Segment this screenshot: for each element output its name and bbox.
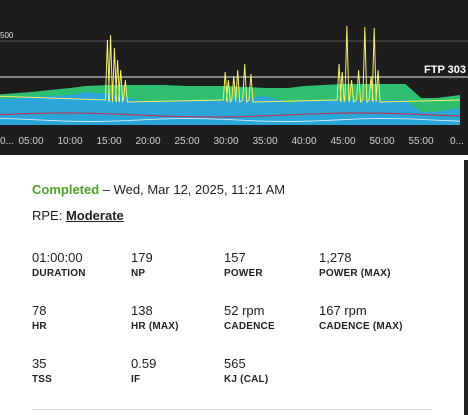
x-tick-label: 10:00 [57, 136, 83, 147]
x-tick-label: 0... [450, 136, 464, 147]
power-line [0, 25, 461, 104]
status-line: Completed – Wed, Mar 12, 2025, 11:21 AM [32, 182, 452, 198]
metric-tss: 35 TSS [32, 356, 142, 385]
x-axis: 0... 05:00 10:00 15:00 20:00 25:00 30:00 35:00 4… [0, 136, 468, 148]
metric-cadence-max: 167 rpm CADENCE (MAX) [319, 303, 429, 332]
scrollbar[interactable] [464, 160, 468, 415]
rpe-label: RPE: [32, 208, 66, 223]
metric-value: 179 [131, 250, 153, 265]
metric-label: TSS [32, 374, 53, 385]
workout-chart[interactable]: 500 FTP 303 0... 05:00 10:00 15:00 20:00 25:0… [0, 0, 468, 155]
metric-label: HR (MAX) [131, 321, 179, 332]
metric-value: 138 [131, 303, 153, 318]
metric-duration: 01:00:00 DURATION [32, 250, 142, 279]
cadence-line [0, 118, 461, 122]
x-tick-label: 30:00 [213, 136, 239, 147]
metric-label: CADENCE [224, 321, 275, 332]
rpe-line: RPE: Moderate [32, 208, 452, 224]
metric-kj: 565 KJ (CAL) [224, 356, 334, 385]
metric-hr-max: 138 HR (MAX) [131, 303, 241, 332]
ftp-label: FTP 303 [424, 64, 466, 76]
metric-value: 157 [224, 250, 246, 265]
x-tick-label: 05:00 [18, 136, 44, 147]
metric-value: 1,278 [319, 250, 352, 265]
metric-label: HR [32, 321, 47, 332]
x-tick-label: 0... [0, 136, 14, 147]
metric-label: POWER [224, 268, 263, 279]
metric-power-max: 1,278 POWER (MAX) [319, 250, 429, 279]
x-tick-label: 25:00 [174, 136, 200, 147]
metric-label: KJ (CAL) [224, 374, 269, 385]
metric-label: POWER (MAX) [319, 268, 391, 279]
metric-np: 179 NP [131, 250, 241, 279]
metric-value: 0.59 [131, 356, 157, 371]
metric-value: 78 [32, 303, 47, 318]
x-tick-label: 15:00 [96, 136, 122, 147]
hr-line [0, 112, 461, 118]
metric-value: 52 rpm [224, 303, 265, 318]
metric-cadence: 52 rpm CADENCE [224, 303, 334, 332]
x-tick-label: 20:00 [135, 136, 161, 147]
metric-value: 565 [224, 356, 246, 371]
metric-value: 35 [32, 356, 47, 371]
metric-value: 167 rpm [319, 303, 367, 318]
metric-label: IF [131, 374, 141, 385]
x-tick-label: 40:00 [291, 136, 317, 147]
metric-power: 157 POWER [224, 250, 334, 279]
metric-hr: 78 HR [32, 303, 142, 332]
x-tick-label: 55:00 [408, 136, 434, 147]
status-completed: Completed [32, 182, 100, 197]
workout-date: – Wed, Mar 12, 2025, 11:21 AM [99, 182, 286, 197]
metric-label: CADENCE (MAX) [319, 321, 403, 332]
y-tick-label: 500 [0, 31, 14, 40]
x-tick-label: 50:00 [369, 136, 395, 147]
x-tick-label: 35:00 [252, 136, 278, 147]
metric-if: 0.59 IF [131, 356, 241, 385]
chart-plot[interactable] [0, 0, 468, 155]
metric-label: DURATION [32, 268, 86, 279]
metric-label: NP [131, 268, 146, 279]
x-tick-label: 45:00 [330, 136, 356, 147]
divider [32, 409, 432, 410]
rpe-value-link[interactable]: Moderate [65, 208, 124, 223]
metric-value: 01:00:00 [32, 250, 83, 265]
workout-summary: Completed – Wed, Mar 12, 2025, 11:21 AM … [32, 182, 452, 224]
